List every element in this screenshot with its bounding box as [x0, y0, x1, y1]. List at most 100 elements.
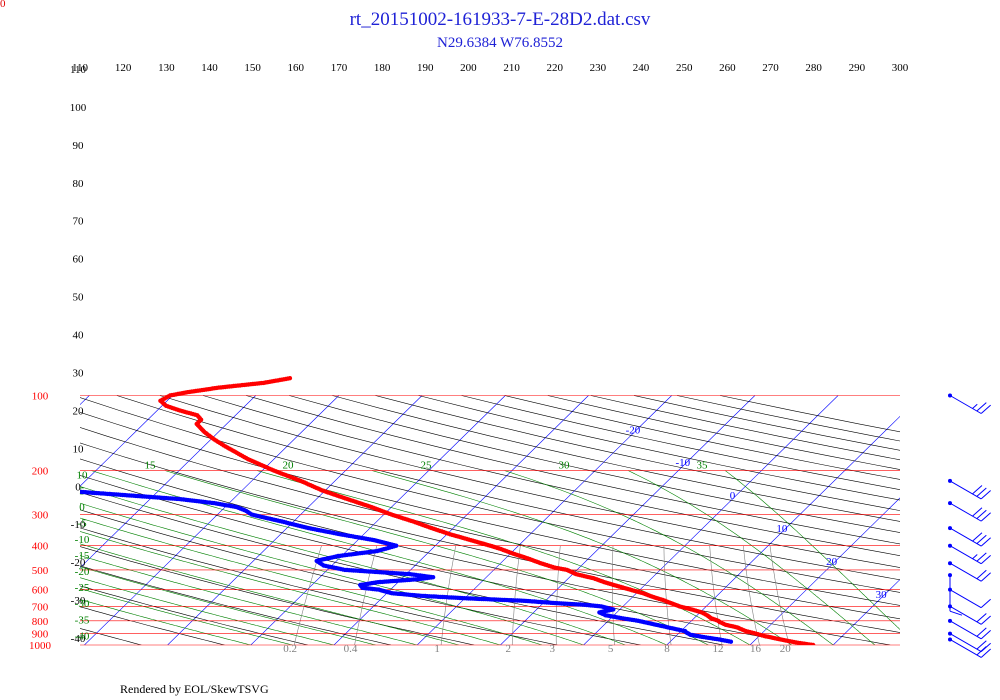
dewpoint-point — [3, 483, 7, 487]
top-scale-label: 300 — [892, 62, 909, 74]
sounding-profiles — [0, 376, 816, 645]
pressure-tick-label: 400 — [32, 541, 49, 553]
dewpoint-point — [60, 488, 64, 492]
dewpoint-point — [25, 485, 29, 489]
wind-barb-staff — [949, 527, 982, 547]
dry-adiabat — [80, 527, 558, 645]
wind-barb-flag — [976, 646, 987, 656]
dewpoint-point — [31, 486, 35, 490]
isotherm-line — [583, 395, 839, 645]
dewpoint-point — [0, 483, 3, 487]
wind-barb-flag — [972, 485, 983, 495]
wind-barb-staff — [949, 620, 982, 640]
top-scale-label: 190 — [417, 62, 434, 74]
dry-adiabat-label: -40 — [71, 633, 86, 645]
moist-adiabat-left-label: -5 — [77, 518, 87, 530]
dewpoint-point — [68, 489, 72, 493]
dewpoint-point — [14, 484, 18, 488]
dry-adiabat-label: 50 — [73, 292, 85, 304]
wind-barb-flag — [980, 615, 991, 625]
footer-credit: Rendered by EOL/SkewTSVG — [120, 682, 269, 696]
dewpoint-point — [16, 485, 20, 489]
isotherm-line — [333, 395, 589, 645]
moist-adiabat-left-label: -15 — [75, 550, 90, 562]
dry-adiabat-label: 30 — [73, 367, 85, 379]
top-scale-label: 260 — [719, 62, 736, 74]
moist-adiabat-left-label: 0 — [79, 502, 85, 514]
wind-barb-flag — [976, 402, 987, 412]
moist-adiabat-left-label: -35 — [75, 614, 90, 626]
dewpoint-point — [51, 487, 55, 491]
temperature-point — [287, 376, 293, 381]
dry-adiabat — [246, 395, 900, 545]
top-scale-label: 210 — [503, 62, 520, 74]
wind-barb-flag — [976, 534, 987, 544]
wind-barb-flag — [976, 569, 987, 580]
isotherm-line — [416, 395, 672, 645]
wind-barb — [948, 501, 991, 522]
pressure-tick-label: 100 — [32, 391, 49, 403]
wind-barbs — [948, 393, 991, 658]
wind-barb — [948, 637, 991, 658]
isotherm-line — [666, 415, 900, 645]
isotherm-label: -20 — [626, 424, 641, 436]
pressure-tick-label: 600 — [32, 585, 49, 597]
isotherm-label: 0 — [730, 490, 736, 502]
wind-barb-staff — [949, 589, 982, 609]
moist-adiabat-left-label: 10 — [77, 469, 89, 481]
dry-adiabat-label: 110 — [70, 64, 87, 76]
wind-barb-flag — [980, 404, 991, 414]
wind-barb-half-flag — [972, 554, 978, 560]
dry-adiabat — [159, 395, 900, 568]
moist-adiabat-label: 20 — [283, 460, 295, 472]
dewpoint-point — [33, 486, 37, 490]
dewpoint-point — [5, 484, 9, 488]
dewpoint-point — [47, 487, 51, 491]
moist-adiabat-label: 30 — [559, 460, 571, 472]
wind-barb-staff — [949, 562, 982, 582]
wind-barb-flag — [976, 613, 987, 623]
dry-adiabat — [116, 395, 900, 581]
dry-adiabat-label: 80 — [73, 178, 85, 190]
dry-adiabat-label: -20 — [71, 557, 86, 569]
moist-adiabat-left-label: -40 — [75, 630, 90, 642]
wind-barb-flag — [980, 630, 991, 640]
dry-adiabat-label: 70 — [73, 216, 85, 228]
dewpoint-point — [42, 487, 46, 491]
isotherm-label: 30 — [876, 589, 888, 601]
dry-adiabat — [289, 395, 900, 533]
dewpoint-point — [57, 488, 61, 492]
wind-barb-staff — [949, 395, 982, 414]
dry-adiabat — [0, 396, 58, 646]
wind-barb-flag — [980, 572, 991, 582]
wind-barb-flag — [980, 512, 991, 522]
dry-adiabat-label: 0 — [75, 481, 81, 493]
wind-barb-staff — [949, 633, 982, 653]
dry-adiabat — [80, 509, 641, 645]
wind-barb-flag — [980, 537, 991, 547]
dry-adiabat — [203, 395, 900, 556]
mixing-ratio-label: 20 — [780, 643, 792, 655]
moist-adiabat-label: 15 — [145, 460, 157, 472]
dry-adiabat — [461, 395, 900, 490]
dewpoint-point — [44, 487, 48, 491]
wind-barb-staff — [949, 480, 982, 500]
wind-barb-flag — [976, 552, 987, 562]
dewpoint-point — [80, 489, 82, 494]
dry-adiabat — [590, 395, 900, 461]
wind-barb-half-flag — [972, 403, 978, 409]
isotherm-label: 10 — [776, 523, 788, 535]
wind-barb — [948, 478, 991, 500]
dewpoint-point — [55, 488, 59, 492]
wind-barb-flag — [980, 598, 991, 609]
dewpoint-point — [36, 486, 40, 490]
wind-barb-flag — [980, 648, 991, 658]
mixing-ratio-label: 0.2 — [283, 643, 297, 655]
mixing-ratio-line — [709, 545, 723, 645]
dewpoint-point — [20, 485, 24, 489]
dry-adiabat — [332, 395, 900, 522]
moist-adiabat — [628, 470, 875, 645]
wind-barb-flag — [976, 509, 987, 519]
pressure-tick-label: 700 — [32, 601, 49, 613]
dewpoint-point — [23, 485, 27, 489]
